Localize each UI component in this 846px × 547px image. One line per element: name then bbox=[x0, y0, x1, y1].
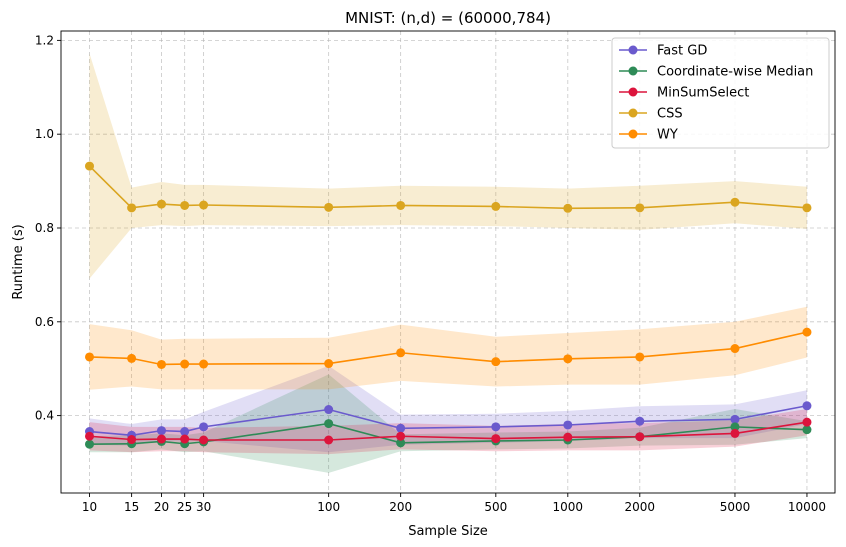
y-tick-label: 0.6 bbox=[35, 315, 54, 329]
x-tick-label: 25 bbox=[177, 500, 192, 514]
minsumselect-point bbox=[635, 432, 645, 442]
chart-title: MNIST: (n,d) = (60000,784) bbox=[345, 9, 551, 27]
y-tick-label: 1.0 bbox=[35, 127, 54, 141]
coordinate-wise-median-band bbox=[89, 374, 807, 473]
y-axis-ticks: 0.4 0.6 0.8 1.0 1.2 bbox=[35, 33, 61, 423]
x-tick-label: 500 bbox=[484, 500, 507, 514]
series-lines bbox=[85, 161, 812, 449]
fast-gd-point bbox=[324, 405, 334, 415]
minsumselect-point bbox=[396, 431, 406, 441]
legend-minsumselect-marker bbox=[628, 87, 638, 97]
css-line bbox=[88, 165, 808, 210]
minsumselect-point bbox=[127, 435, 137, 445]
wy-point bbox=[396, 348, 406, 358]
css-point bbox=[156, 199, 166, 209]
css-point bbox=[324, 202, 334, 212]
css-point bbox=[199, 200, 209, 210]
css-point bbox=[180, 200, 190, 210]
x-tick-label: 10000 bbox=[788, 500, 826, 514]
x-tick-label: 5000 bbox=[720, 500, 751, 514]
legend-css-label: CSS bbox=[657, 107, 683, 122]
y-tick-label: 0.8 bbox=[35, 221, 54, 235]
fast-gd-point bbox=[730, 414, 740, 424]
legend-wy-label: WY bbox=[657, 128, 678, 143]
x-tick-label: 10 bbox=[82, 500, 97, 514]
wy-point bbox=[324, 359, 334, 369]
fast-gd-line bbox=[89, 404, 808, 437]
legend-coordinate-wise-median-label: Coordinate-wise Median bbox=[657, 65, 813, 80]
fast-gd-point bbox=[156, 426, 166, 436]
css-point bbox=[730, 197, 740, 207]
x-tick-label: 20 bbox=[154, 500, 169, 514]
css-point bbox=[563, 203, 573, 213]
legend: Fast GD Coordinate-wise Median MinSumSelec… bbox=[611, 37, 830, 149]
coordinate-wise-median-point bbox=[802, 425, 812, 435]
fast-gd-point bbox=[491, 422, 501, 432]
x-tick-label: 2000 bbox=[625, 500, 656, 514]
y-tick-label: 1.2 bbox=[35, 33, 54, 47]
minsumselect-band bbox=[89, 409, 807, 455]
x-axis-ticks: 10 15 20 25 30 100 200 500 1000 2000 5000 10000 bbox=[82, 493, 826, 514]
wy-point bbox=[180, 359, 190, 369]
minsumselect-point bbox=[85, 431, 95, 441]
fast-gd-point bbox=[199, 422, 209, 432]
wy-point bbox=[802, 327, 812, 337]
fast-gd-point bbox=[563, 420, 573, 430]
coordinate-wise-median-point bbox=[324, 419, 334, 429]
legend-fast-gd-marker bbox=[628, 45, 638, 55]
fast-gd-band bbox=[89, 365, 807, 453]
minsumselect-point bbox=[180, 434, 190, 444]
x-axis-label: Sample Size bbox=[408, 524, 488, 539]
minsumselect-point bbox=[802, 417, 812, 427]
fast-gd-point bbox=[802, 401, 812, 411]
minsumselect-point bbox=[491, 434, 501, 444]
legend-box bbox=[611, 37, 830, 149]
x-tick-label: 15 bbox=[124, 500, 139, 514]
wy-point bbox=[199, 359, 209, 369]
plot-frame bbox=[60, 30, 836, 494]
x-tick-label: 200 bbox=[389, 500, 412, 514]
fast-gd-point bbox=[396, 423, 406, 433]
minsumselect-point bbox=[563, 432, 573, 442]
wy-point bbox=[563, 354, 573, 364]
minsumselect-point bbox=[730, 428, 740, 438]
x-tick-label: 100 bbox=[317, 500, 340, 514]
coordinate-wise-median-point bbox=[730, 422, 740, 432]
minsumselect-point bbox=[199, 435, 209, 445]
legend-coordinate-wise-median-marker bbox=[628, 66, 638, 76]
css-band bbox=[89, 53, 807, 279]
css-point bbox=[396, 200, 406, 210]
legend-fast-gd-label: Fast GD bbox=[657, 44, 707, 59]
minsumselect-point bbox=[324, 435, 334, 445]
coordinate-wise-median-point bbox=[396, 438, 406, 448]
x-tick-label: 1000 bbox=[553, 500, 584, 514]
css-point bbox=[802, 203, 812, 213]
css-point bbox=[85, 161, 95, 171]
minsumselect-point bbox=[156, 434, 166, 444]
wy-point bbox=[156, 359, 166, 369]
css-point bbox=[127, 203, 137, 213]
legend-wy-marker bbox=[628, 129, 638, 139]
wy-point bbox=[127, 353, 137, 363]
coordinate-wise-median-line bbox=[89, 422, 807, 446]
legend-css-marker bbox=[628, 108, 638, 118]
x-tick-label: 30 bbox=[196, 500, 211, 514]
fast-gd-point bbox=[635, 416, 645, 426]
wy-band bbox=[89, 306, 807, 390]
y-tick-label: 0.4 bbox=[35, 409, 54, 423]
wy-line bbox=[89, 331, 808, 366]
css-point bbox=[491, 201, 501, 211]
coordinate-wise-median-point bbox=[85, 439, 95, 449]
y-axis-label: Runtime (s) bbox=[11, 224, 26, 299]
minsumselect-line bbox=[89, 421, 808, 441]
confidence-bands bbox=[89, 53, 807, 473]
legend-minsumselect-label: MinSumSelect bbox=[657, 86, 749, 101]
wy-point bbox=[635, 352, 645, 362]
css-point bbox=[635, 203, 645, 213]
fast-gd-point bbox=[180, 427, 190, 437]
wy-point bbox=[730, 344, 740, 354]
wy-point bbox=[85, 352, 95, 362]
wy-point bbox=[491, 357, 501, 367]
